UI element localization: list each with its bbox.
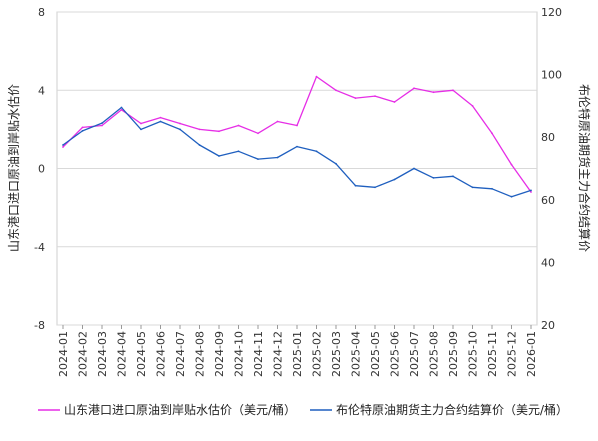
series-point-0-9 (237, 124, 240, 127)
series-point-0-5 (159, 116, 162, 119)
series-point-1-13 (315, 150, 318, 153)
series-point-0-2 (101, 124, 103, 127)
series-point-1-4 (140, 128, 142, 131)
series-point-1-6 (179, 128, 181, 131)
series-point-1-18 (413, 167, 415, 170)
series-point-0-12 (296, 124, 298, 127)
legend-label-brent: 布伦特原油期货主力合约结算价（美元/桶） (336, 402, 568, 417)
x-tick-label-8: 2024-09 (213, 331, 226, 377)
x-tick-label-7: 2024-08 (194, 331, 207, 377)
series-point-1-17 (393, 178, 396, 181)
series-point-0-7 (198, 128, 201, 131)
x-tick-label-3: 2024-04 (116, 331, 129, 377)
series-layer (62, 75, 532, 198)
right-axis-ticks: 120 100 80 60 40 20 (541, 6, 562, 332)
x-tick-label-4: 2024-05 (135, 331, 148, 377)
x-tick-label-16: 2025-05 (369, 331, 382, 377)
right-tick-label-1: 100 (541, 69, 562, 82)
series-point-0-13 (315, 75, 318, 78)
series-point-0-16 (374, 95, 376, 97)
series-point-1-19 (432, 177, 435, 179)
series-point-0-23 (510, 163, 513, 166)
x-tick-label-21: 2025-10 (467, 331, 480, 377)
x-tick-label-10: 2024-11 (252, 331, 265, 377)
series-point-1-16 (374, 186, 376, 189)
series-point-1-24 (530, 189, 532, 192)
series-point-1-3 (120, 106, 123, 109)
x-tick-label-5: 2024-06 (155, 331, 168, 377)
left-axis-title: 山东港口进口原油到岸贴水估价 (7, 84, 21, 252)
series-point-1-5 (159, 120, 162, 123)
x-tick-label-18: 2025-07 (408, 331, 421, 377)
series-point-1-21 (471, 186, 474, 189)
series-point-0-17 (393, 101, 396, 103)
legend-label-shandong: 山东港口进口原油到岸贴水估价（美元/桶） (64, 402, 296, 417)
series-point-1-23 (510, 195, 513, 198)
x-axis-ticks: 2024-01 2024-02 2024-03 2024-04 2024-05 2024-… (57, 325, 538, 377)
series-point-1-14 (335, 162, 337, 165)
series-point-0-3 (120, 108, 123, 111)
left-tick-label-1: 4 (38, 84, 45, 97)
x-tick-label-6: 2024-07 (174, 331, 187, 377)
x-tick-label-17: 2025-06 (389, 331, 402, 377)
right-tick-label-4: 40 (541, 256, 555, 269)
right-tick-label-3: 60 (541, 194, 555, 207)
series-point-1-8 (218, 155, 220, 157)
series-point-0-6 (179, 122, 181, 125)
series-point-1-7 (198, 144, 201, 146)
series-point-0-19 (432, 91, 435, 94)
series-point-1-0 (62, 144, 64, 146)
x-tick-label-20: 2025-09 (447, 331, 460, 377)
left-tick-label-2: 0 (38, 163, 45, 176)
left-tick-label-4: -8 (34, 319, 45, 332)
left-tick-label-0: 8 (38, 6, 45, 19)
x-tick-label-14: 2025-03 (330, 331, 343, 377)
x-tick-label-22: 2025-11 (486, 331, 499, 377)
x-tick-label-12: 2025-01 (291, 331, 304, 377)
series-point-0-0 (62, 146, 64, 148)
x-tick-label-19: 2025-08 (428, 331, 441, 377)
series-point-0-20 (452, 89, 454, 92)
x-tick-label-1: 2024-02 (77, 331, 90, 377)
series-point-1-9 (237, 150, 240, 153)
series-point-0-14 (335, 89, 337, 92)
series-point-0-22 (491, 132, 493, 135)
series-point-1-11 (276, 156, 279, 159)
series-point-0-21 (471, 105, 474, 107)
x-tick-label-2: 2024-03 (96, 331, 109, 377)
series-point-0-24 (530, 191, 532, 193)
series-point-0-4 (140, 122, 142, 125)
series-point-1-22 (491, 187, 493, 190)
series-point-1-20 (452, 175, 454, 178)
x-tick-label-11: 2024-12 (272, 331, 285, 377)
series-point-0-11 (276, 120, 279, 123)
right-tick-label-0: 120 (541, 6, 562, 19)
series-point-1-1 (81, 130, 84, 132)
left-axis-ticks: 8 4 0 -4 -8 (34, 6, 45, 332)
series-point-1-2 (101, 122, 103, 124)
series-point-1-10 (257, 158, 259, 161)
legend: 山东港口进口原油到岸贴水估价（美元/桶） 布伦特原油期货主力合约结算价（美元/桶… (38, 402, 568, 417)
series-point-0-10 (257, 132, 259, 135)
x-tick-label-13: 2025-02 (311, 331, 324, 377)
series-point-1-15 (354, 184, 357, 187)
series-point-0-15 (354, 97, 357, 99)
right-tick-label-2: 80 (541, 131, 555, 144)
series-point-1-12 (296, 145, 298, 148)
series-point-0-8 (218, 130, 220, 133)
series-point-0-1 (81, 126, 84, 129)
x-tick-label-0: 2024-01 (57, 331, 70, 377)
right-axis-title: 布伦特原油期货主力合约结算价 (577, 84, 592, 252)
series-point-0-18 (413, 87, 415, 90)
x-tick-label-24: 2026-01 (525, 331, 538, 377)
right-tick-label-5: 20 (541, 319, 555, 332)
x-tick-label-23: 2025-12 (506, 331, 519, 377)
x-tick-label-15: 2025-04 (350, 331, 363, 377)
x-tick-label-9: 2024-10 (233, 331, 246, 377)
left-tick-label-3: -4 (34, 241, 45, 254)
